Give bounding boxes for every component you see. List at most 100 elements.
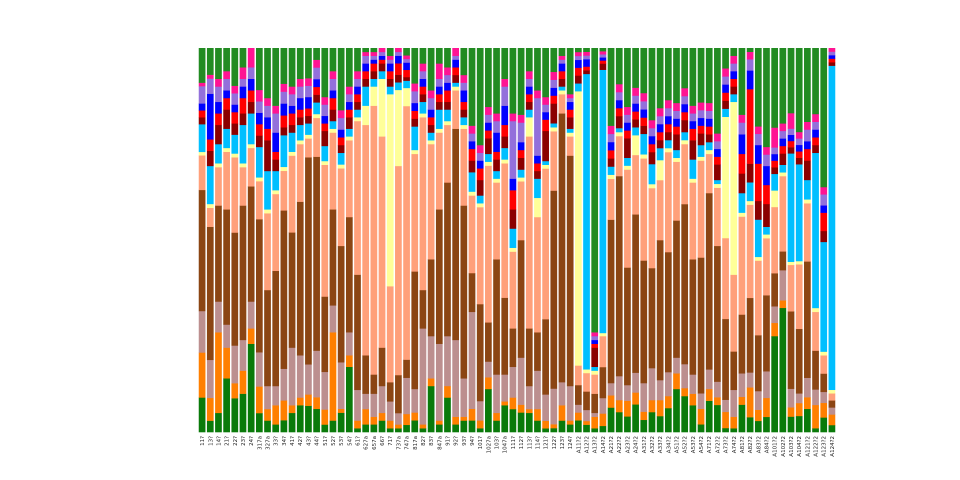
bar-segment [452,86,460,91]
bar-segment [607,48,615,126]
bar-segment [395,374,402,414]
bar-segment [664,408,672,433]
bar-segment [812,307,819,313]
x-tick-label: 817a [413,436,419,450]
bar-segment [206,359,214,399]
bar-segment [738,134,746,155]
bar-segment [787,140,795,148]
bar-segment [705,153,713,194]
bar-segment [615,136,623,177]
bar-segment [280,400,288,421]
bar-segment [313,117,320,157]
bar-segment [763,416,770,433]
bar-segment [378,347,386,387]
bar-segment [566,385,574,421]
bar-segment [624,48,631,108]
bar-segment [681,204,689,365]
bar-segment [746,182,754,202]
bar-segment [313,350,320,398]
bar-segment [787,388,795,408]
bar-segment [705,142,713,151]
bar-segment [779,48,787,124]
bar-segment [795,157,803,165]
bar-segment [354,420,361,429]
bar-segment [288,132,296,152]
bar-segment [787,261,795,266]
bar-segment [362,355,370,394]
x-tick-label: A22?2 [617,436,623,453]
bar-segment [779,307,787,433]
bar-segment [550,190,558,389]
bar-segment [738,122,746,135]
bar-segment [272,159,280,172]
bar-segment [231,112,239,124]
bar-segment [386,59,394,64]
x-tick-label: 44? [315,436,321,446]
bar-segment [215,78,222,87]
bar-segment [615,128,623,133]
bar-segment [566,132,574,137]
bar-segment [280,210,288,369]
bar-segment [411,271,419,390]
bar-segment [591,332,599,337]
bar-segment [255,101,263,113]
bar-segment [828,48,836,52]
bar-segment [313,156,320,351]
bar-segment [648,120,656,129]
bar-segment [411,102,419,111]
bar-segment [239,86,247,99]
bar-segment [395,51,402,56]
bar-segment [820,205,828,213]
bar-segment [476,428,484,433]
bar-segment [534,370,541,410]
bar-segment [795,164,803,262]
bar-segment [493,182,500,260]
bar-segment [722,92,729,101]
bar-segment [550,424,558,429]
bar-segment [820,230,828,243]
bar-segment [264,128,271,141]
bar-segment [239,97,247,114]
bar-segment [754,335,762,392]
bar-segment [223,109,230,129]
bar-segment [255,89,263,102]
bar-segment [313,102,320,115]
bar-segment [468,48,476,126]
bar-segment [345,101,353,110]
bar-segment [779,138,787,147]
bar-segment [476,420,484,429]
bar-segment [583,424,590,433]
bar-segment [345,140,353,218]
bar-segment [345,128,353,137]
bar-segment [689,120,697,129]
bar-segment [239,48,247,68]
bar-segment [329,120,337,129]
bar-segment [624,130,631,139]
bar-segment [493,151,500,160]
bar-segment [485,161,492,166]
bar-segment [411,126,419,151]
bar-segment [354,109,361,118]
bar-segment [206,165,214,205]
bar-segment [820,402,828,418]
bar-segment [435,101,443,110]
bar-segment [329,420,337,433]
bar-segment [730,71,738,80]
bar-segment [509,48,517,114]
bar-segment [354,389,361,421]
bar-segment [828,389,836,394]
x-tick-label: 23? [241,436,247,446]
bar-segment [632,214,639,373]
bar-segment [509,190,517,210]
bar-segment [681,132,689,141]
bar-segment [730,351,738,391]
bar-segment [468,420,476,433]
bar-segment [583,409,590,422]
bar-segment [738,153,746,174]
bar-segment [444,90,451,103]
bar-segment [722,399,729,413]
bar-segment [615,412,623,433]
bar-segment [542,112,549,120]
bar-segment [452,74,460,83]
